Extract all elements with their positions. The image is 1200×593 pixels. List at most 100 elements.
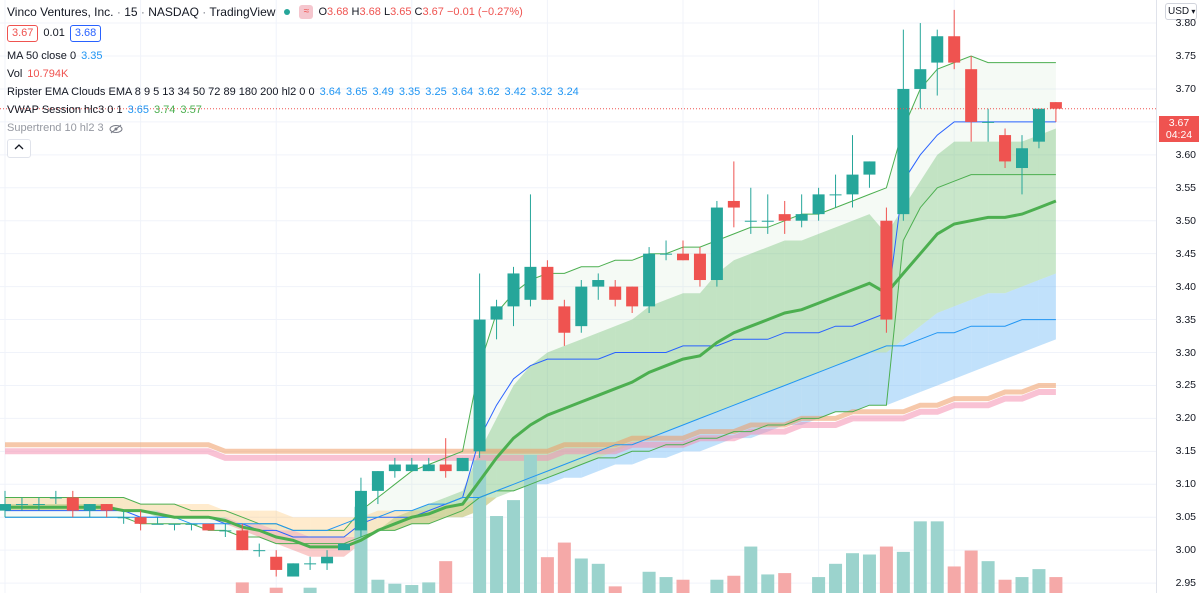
volume-bar [1015, 577, 1029, 593]
candle-body [693, 253, 706, 281]
volume-bar [947, 566, 961, 593]
candle-body [117, 517, 130, 519]
ma-legend[interactable]: MA 50 close 0 3.35 [7, 50, 103, 62]
ema-cloud-segment [140, 504, 158, 511]
ema-cloud-segment [818, 365, 836, 419]
ema-cloud-segment [310, 517, 328, 537]
price-chart[interactable] [0, 0, 1157, 593]
candle-body [744, 220, 757, 222]
ema-cloud-segment [242, 510, 260, 524]
volume-bar [523, 455, 537, 593]
candle-body [727, 200, 740, 208]
ema-cloud-segment [547, 471, 565, 485]
ema-cloud-segment [784, 240, 802, 386]
ema-cloud-segment [1038, 273, 1056, 346]
ema-cloud-segment [971, 293, 989, 373]
currency-selector[interactable]: USD ▾ [1165, 3, 1197, 20]
candle-body [15, 504, 28, 506]
volume-bar [591, 563, 605, 593]
buy-price-button[interactable]: 3.68 [69, 25, 102, 42]
candle-body [914, 69, 927, 89]
ema-200-line [5, 383, 1056, 454]
candle-body [592, 280, 605, 287]
ema-cloud-segment [564, 464, 582, 478]
ema-cloud-segment [259, 510, 277, 531]
market-status-icon[interactable] [280, 5, 295, 19]
volume-bar [744, 546, 758, 593]
volume-bar [235, 582, 249, 593]
bar-countdown: 04:24 [1165, 129, 1193, 141]
ema-cloud-segment [903, 181, 921, 340]
volume-bar [812, 577, 826, 593]
candle-body [897, 88, 910, 215]
candle-body [660, 253, 673, 255]
approx-icon[interactable]: ≈ [299, 5, 314, 19]
candle-body [846, 174, 859, 195]
ema-cloud-segment [801, 372, 819, 425]
volume-bars [235, 455, 1063, 593]
volume-bar [930, 521, 944, 593]
volume-bar [490, 516, 504, 593]
candle-body [710, 207, 723, 281]
candle-body [287, 563, 300, 577]
ema-cloud-segment [937, 306, 955, 386]
ema-cloud-segment [157, 504, 175, 518]
candle-body [354, 490, 367, 531]
candle-body [338, 543, 350, 551]
volume-bar [303, 587, 317, 593]
candle-body [541, 266, 554, 300]
sell-price-button[interactable]: 3.67 [7, 25, 39, 42]
ema-cloud-segment [716, 405, 734, 445]
change-value: −0.01 (−0.27%) [446, 5, 523, 18]
ema-cloud-segment [954, 299, 972, 379]
volume-bar [405, 585, 419, 593]
candle-body [185, 523, 198, 525]
candle-body [982, 121, 995, 123]
volume-bar [676, 579, 690, 593]
collapse-legend-button[interactable] [7, 139, 31, 158]
price-tick: 3.05 [1175, 511, 1196, 524]
volume-bar [862, 554, 876, 593]
ema-cloud-segment [377, 517, 395, 531]
candle-body [1049, 102, 1062, 109]
candle-body [948, 36, 961, 63]
exchange-label: NASDAQ [148, 5, 199, 19]
symbol-title[interactable]: Vinco Ventures, Inc. · 15 · NASDAQ · Tra… [7, 5, 276, 19]
candle-body [253, 550, 266, 552]
candle-body [609, 286, 622, 300]
candle-body [558, 306, 571, 333]
ema-cloud-segment [886, 339, 904, 406]
ema-cloud-segment [920, 312, 938, 393]
volume-bar [439, 561, 453, 593]
vwap-lower-line [5, 174, 1056, 545]
price-tick: 3.45 [1175, 247, 1196, 260]
candle-body [66, 497, 79, 511]
volume-bar [964, 550, 978, 593]
hidden-eye-icon[interactable] [109, 124, 123, 134]
ema-clouds-legend[interactable]: Ripster EMA Clouds EMA 8 9 5 13 34 50 72… [7, 86, 579, 98]
volume-legend[interactable]: Vol 10.794K [7, 68, 69, 80]
price-tick: 3.10 [1175, 478, 1196, 491]
price-tick: 3.30 [1175, 346, 1196, 359]
volume-bar [659, 577, 673, 593]
candle-body [219, 530, 232, 532]
symbol-name: Vinco Ventures, Inc. [7, 5, 114, 19]
chevron-down-icon: ▾ [1189, 7, 1196, 16]
candle-body [795, 214, 808, 221]
volume-bar [557, 542, 571, 593]
supertrend-legend[interactable]: Supertrend 10 hl2 3 [7, 123, 123, 134]
vwap-legend[interactable]: VWAP Session hlc3 0 1 3.65 3.74 3.57 [7, 104, 202, 116]
price-tick: 3.25 [1175, 379, 1196, 392]
candle-body [1016, 148, 1028, 169]
candle-body [965, 69, 978, 122]
price-tick: 2.95 [1175, 577, 1196, 590]
price-tick: 3.50 [1175, 214, 1196, 227]
spread-value: 0.01 [43, 27, 65, 39]
volume-bar [1032, 569, 1046, 593]
price-axis[interactable]: USD ▾ 3.803.753.703.653.603.553.503.453.… [1156, 0, 1200, 593]
volume-bar [388, 583, 402, 593]
candle-body [83, 504, 96, 511]
candle-body [1032, 108, 1045, 142]
candle-body [473, 319, 486, 452]
candle-body [270, 556, 283, 570]
